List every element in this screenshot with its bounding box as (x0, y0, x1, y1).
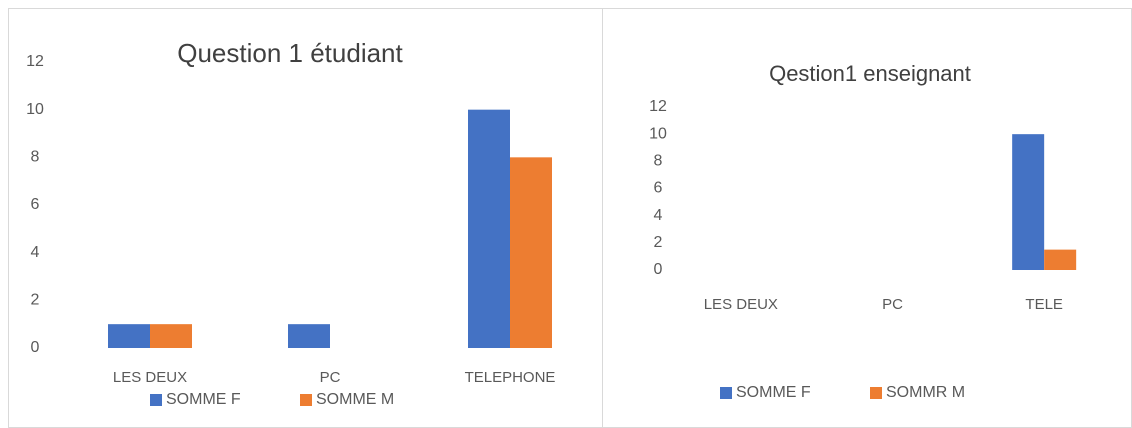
y-tick-label: 8 (654, 153, 663, 170)
y-tick-label: 12 (649, 98, 667, 115)
bar (468, 109, 510, 349)
bar (510, 157, 552, 348)
bar (108, 324, 150, 348)
y-tick-label: 8 (31, 149, 40, 166)
y-tick-label: 6 (31, 196, 40, 213)
x-tick-label: TELEPHONE (465, 369, 556, 386)
x-tick-label: LES DEUX (113, 369, 187, 386)
y-tick-label: 0 (31, 339, 40, 356)
chart-title: Question 1 étudiant (177, 38, 403, 68)
legend-label: SOMME F (166, 391, 241, 408)
bar (288, 324, 330, 348)
x-tick-label: LES DEUX (704, 296, 778, 313)
y-tick-label: 4 (31, 244, 40, 261)
y-tick-label: 2 (31, 292, 40, 309)
x-tick-label: TELE (1025, 296, 1063, 313)
y-tick-label: 12 (26, 53, 44, 70)
legend-swatch (870, 387, 882, 399)
legend-swatch (720, 387, 732, 399)
bar (1012, 134, 1045, 270)
y-tick-label: 10 (649, 125, 667, 142)
x-tick-label: PC (882, 296, 903, 313)
chart-title: Qestion1 enseignant (769, 61, 971, 86)
y-tick-label: 10 (26, 101, 44, 118)
legend-label: SOMME M (316, 391, 394, 408)
bar (1044, 249, 1077, 270)
legend-label: SOMME F (736, 384, 811, 401)
y-tick-label: 4 (654, 207, 663, 224)
legend-label: SOMMR M (886, 384, 965, 401)
bar (150, 324, 192, 348)
legend-swatch (300, 394, 312, 406)
y-tick-label: 0 (654, 261, 663, 278)
x-tick-label: PC (320, 369, 341, 386)
legend-swatch (150, 394, 162, 406)
y-tick-label: 2 (654, 234, 663, 251)
y-tick-label: 6 (654, 180, 663, 197)
